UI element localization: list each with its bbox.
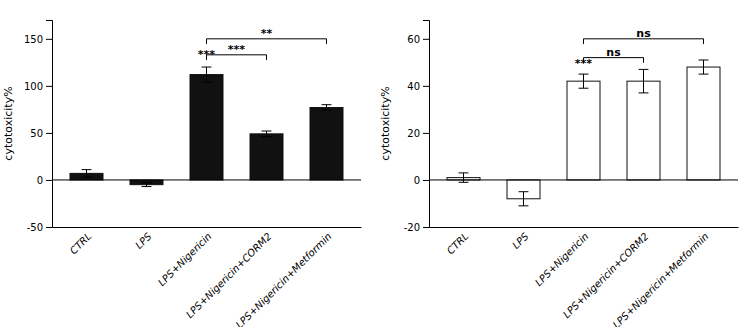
y-tick-label: 50 (30, 128, 43, 139)
y-tick: 0 (37, 175, 52, 186)
y-axis: -50 0 50 100 150 (24, 21, 53, 233)
x-tick: LPS (133, 230, 154, 251)
x-tick-label: LPS+Nigericin+Metformin (234, 231, 334, 327)
y-tick-label: 0 (414, 175, 420, 186)
y-tick: 50 (30, 128, 52, 139)
error-bar (262, 131, 272, 137)
y-tick-label: 0 (37, 175, 43, 186)
y-tick: 40 (407, 81, 429, 92)
error-bar (639, 69, 649, 93)
y-tick-mark (423, 133, 429, 134)
y-tick-mark (46, 180, 52, 181)
significance-label: *** (228, 43, 246, 56)
significance-label: ns (636, 27, 651, 40)
panel: -20 0 20 40 60 CTRL LPSLPS+Nigericin LPS+Nigeri… (379, 21, 739, 327)
y-tick-label: -20 (404, 222, 420, 233)
y-tick: 0 (414, 175, 429, 186)
y-tick: 60 (407, 34, 429, 45)
y-tick: 20 (407, 128, 429, 139)
y-tick-mark (423, 86, 429, 87)
y-tick-label: 60 (407, 34, 420, 45)
bar (250, 134, 283, 180)
x-axis: CTRLLPSLPS+NigericinLPS+Nigericin+CORM2L… (53, 228, 362, 327)
y-tick-mark (46, 39, 52, 40)
error-bar (579, 74, 589, 88)
error-bar (82, 170, 92, 178)
y-tick: 100 (24, 81, 52, 92)
y-tick-label: 20 (407, 128, 420, 139)
significance-label: ** (261, 27, 273, 40)
significance-label: ns (606, 46, 621, 59)
x-tick-label: LPS+Nigericin+Metformin (611, 231, 711, 327)
x-tick-label: LPS (133, 230, 154, 251)
error-bar (322, 105, 332, 111)
bar (190, 75, 223, 180)
x-axis-line (430, 227, 739, 228)
bar (687, 67, 720, 180)
x-tick-label: CTRL (68, 231, 94, 257)
y-axis-line (46, 21, 53, 228)
x-tick-label: LPS+Nigericin (156, 231, 214, 289)
x-tick: LPS (510, 230, 531, 251)
plot-area (70, 67, 343, 186)
y-tick-mark (46, 133, 52, 134)
y-axis-title: cytotoxicity% (2, 86, 15, 160)
x-tick: CTRL (68, 231, 94, 257)
y-tick-label: -50 (27, 222, 43, 233)
y-tick-mark (423, 227, 429, 228)
x-tick: LPS+Nigericin (156, 231, 214, 289)
bar (310, 108, 343, 180)
x-axis: CTRLLPSLPS+NigericinLPS+Nigericin+CORM2L… (430, 228, 739, 327)
y-tick-mark (46, 86, 52, 87)
error-bar (202, 67, 212, 82)
bar (627, 81, 660, 180)
y-tick-label: 100 (24, 81, 43, 92)
chart-canvas: -50050100150CTRLLPSLPS+NigericinLPS+Nige… (0, 0, 754, 327)
y-tick: -20 (404, 222, 429, 233)
y-tick: -50 (27, 222, 52, 233)
zero-line (52, 179, 361, 180)
y-axis-title: cytotoxicity% (379, 86, 392, 160)
y-axis: -20 0 20 40 60 (404, 21, 430, 233)
panel: -50 0 50 100 150 CTRL LPSLPS+Nigericin LPS+Nige… (2, 21, 362, 327)
y-axis-line (423, 21, 430, 228)
y-tick-label: 150 (24, 34, 43, 45)
x-tick: LPS+Nigericin (533, 231, 591, 289)
zero-line (429, 179, 738, 180)
x-tick-label: CTRL (445, 231, 471, 257)
error-bar (459, 173, 469, 182)
error-bar (699, 60, 709, 74)
y-tick-mark (46, 227, 52, 228)
error-bar (142, 183, 152, 187)
y-tick-mark (423, 39, 429, 40)
x-tick: LPS+Nigericin+Metformin (234, 231, 334, 327)
plot-area (447, 60, 720, 206)
y-tick: 150 (24, 34, 52, 45)
x-axis-line (53, 227, 362, 228)
error-bar (519, 192, 529, 206)
x-tick-label: LPS (510, 230, 531, 251)
y-tick-mark (423, 180, 429, 181)
x-tick-label: LPS+Nigericin (533, 231, 591, 289)
x-tick: CTRL (445, 231, 471, 257)
bar (567, 81, 600, 180)
x-tick: LPS+Nigericin+Metformin (611, 231, 711, 327)
y-tick-label: 40 (407, 81, 420, 92)
